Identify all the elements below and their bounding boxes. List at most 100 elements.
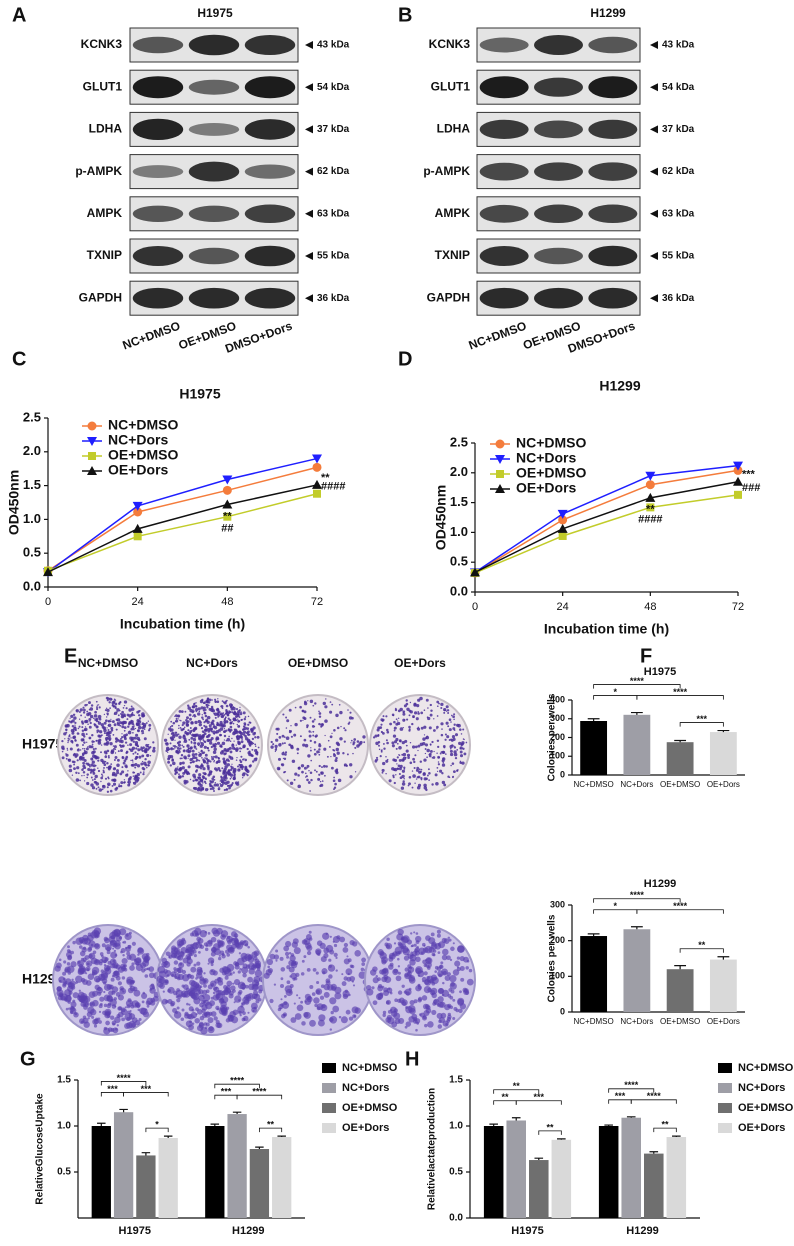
- colony-dot: [74, 1013, 77, 1016]
- colony-dot: [403, 712, 404, 713]
- colony-dot: [88, 764, 90, 766]
- colony-dot: [187, 975, 189, 977]
- colony-dot: [188, 1004, 190, 1006]
- colony-dot: [285, 751, 287, 753]
- colony-dot: [460, 956, 465, 961]
- colony-dot: [414, 944, 417, 947]
- colony-dot: [97, 767, 98, 768]
- colony-dot: [170, 1001, 175, 1006]
- colony-dot: [431, 783, 433, 785]
- colony-dot: [104, 984, 111, 991]
- colony-dot: [300, 1001, 303, 1004]
- colony-dot: [135, 779, 139, 783]
- colony-dot: [79, 780, 81, 782]
- colony-dot: [222, 776, 225, 779]
- colony-dot: [235, 781, 238, 784]
- colony-dot: [232, 771, 235, 774]
- size-label: 37 kDa: [662, 124, 695, 135]
- blot-band: [588, 162, 637, 181]
- colony-dot: [402, 1001, 406, 1005]
- colony-dot: [187, 705, 189, 707]
- size-arrow: [650, 294, 658, 302]
- colony-dot: [213, 992, 216, 995]
- colony-dot: [453, 770, 456, 773]
- colony-dot: [282, 742, 284, 744]
- bar: [136, 1155, 155, 1218]
- colony-dot: [333, 777, 335, 779]
- colony-dot: [377, 728, 380, 731]
- colony-dot: [64, 738, 65, 739]
- colony-dot: [442, 982, 444, 984]
- colony-dot: [278, 743, 281, 746]
- colony-dot: [421, 769, 423, 771]
- size-arrow: [305, 210, 313, 218]
- colony-dot: [304, 739, 307, 742]
- colony-dot: [232, 707, 236, 711]
- colony-dot: [393, 768, 396, 771]
- protein-label: p-AMPK: [75, 164, 122, 178]
- colony-dot: [380, 755, 382, 757]
- colony-dot: [197, 1009, 203, 1015]
- colony-dot: [188, 1024, 194, 1030]
- colony-dot: [126, 707, 128, 709]
- colony-dot: [344, 765, 345, 766]
- colony-dot: [180, 728, 183, 731]
- colony-dot: [213, 970, 218, 975]
- colony-dot: [398, 746, 402, 750]
- colony-dot: [67, 737, 69, 739]
- colony-dot: [125, 752, 127, 754]
- colony-dot: [209, 730, 210, 731]
- colony-dot: [99, 788, 103, 792]
- lane-label: NC+DMSO: [121, 319, 182, 353]
- legend-label: OE+Dors: [738, 1122, 785, 1134]
- colony-dot: [294, 977, 297, 980]
- colony-dot: [113, 971, 118, 976]
- colony-dot: [230, 740, 232, 742]
- size-arrow: [650, 41, 658, 49]
- colony-dot: [166, 747, 169, 750]
- point: [223, 486, 232, 495]
- legend-label: NC+DMSO: [516, 435, 587, 451]
- colony-dot: [332, 749, 334, 751]
- colony-dot: [134, 725, 135, 726]
- colony-dot: [230, 778, 231, 779]
- colony-dot: [309, 1020, 316, 1027]
- colony-dot: [103, 960, 106, 963]
- colony-dot: [196, 961, 200, 965]
- legend-label: OE+Dors: [108, 462, 169, 478]
- colony-dot: [447, 712, 449, 714]
- colony-dot: [237, 714, 239, 716]
- colony-dot: [465, 966, 468, 969]
- colony-dot: [401, 787, 404, 790]
- colony-dot: [112, 705, 113, 706]
- colony-dot: [207, 788, 208, 789]
- colony-dot: [203, 1000, 206, 1003]
- colony-dot: [119, 928, 126, 935]
- colony-dot: [423, 758, 426, 761]
- colony-dot: [336, 969, 338, 971]
- blot-band: [480, 205, 529, 223]
- colony-dot: [331, 733, 332, 734]
- colony-dot: [142, 750, 144, 752]
- colony-dot: [114, 712, 117, 715]
- point: [645, 472, 655, 481]
- colony-dot: [212, 787, 215, 790]
- colony-dot: [193, 950, 197, 954]
- bar: [580, 721, 607, 775]
- colony-dot: [437, 1013, 443, 1019]
- colony-dot: [349, 712, 351, 714]
- colony-dot: [182, 761, 185, 764]
- colony-dot: [318, 723, 320, 725]
- bar: [621, 1118, 641, 1218]
- colony-dot: [150, 755, 151, 756]
- colony-dot: [430, 744, 432, 746]
- colony-dot: [143, 992, 146, 995]
- y-tick-label: 0: [560, 769, 565, 779]
- colony-dot: [304, 701, 307, 704]
- colony-dot: [101, 723, 104, 726]
- legend-label: NC+Dors: [108, 432, 169, 448]
- colony-dot: [79, 990, 81, 992]
- colony-dot: [86, 733, 88, 735]
- colony-dot: [425, 962, 432, 969]
- blot-band: [588, 246, 637, 267]
